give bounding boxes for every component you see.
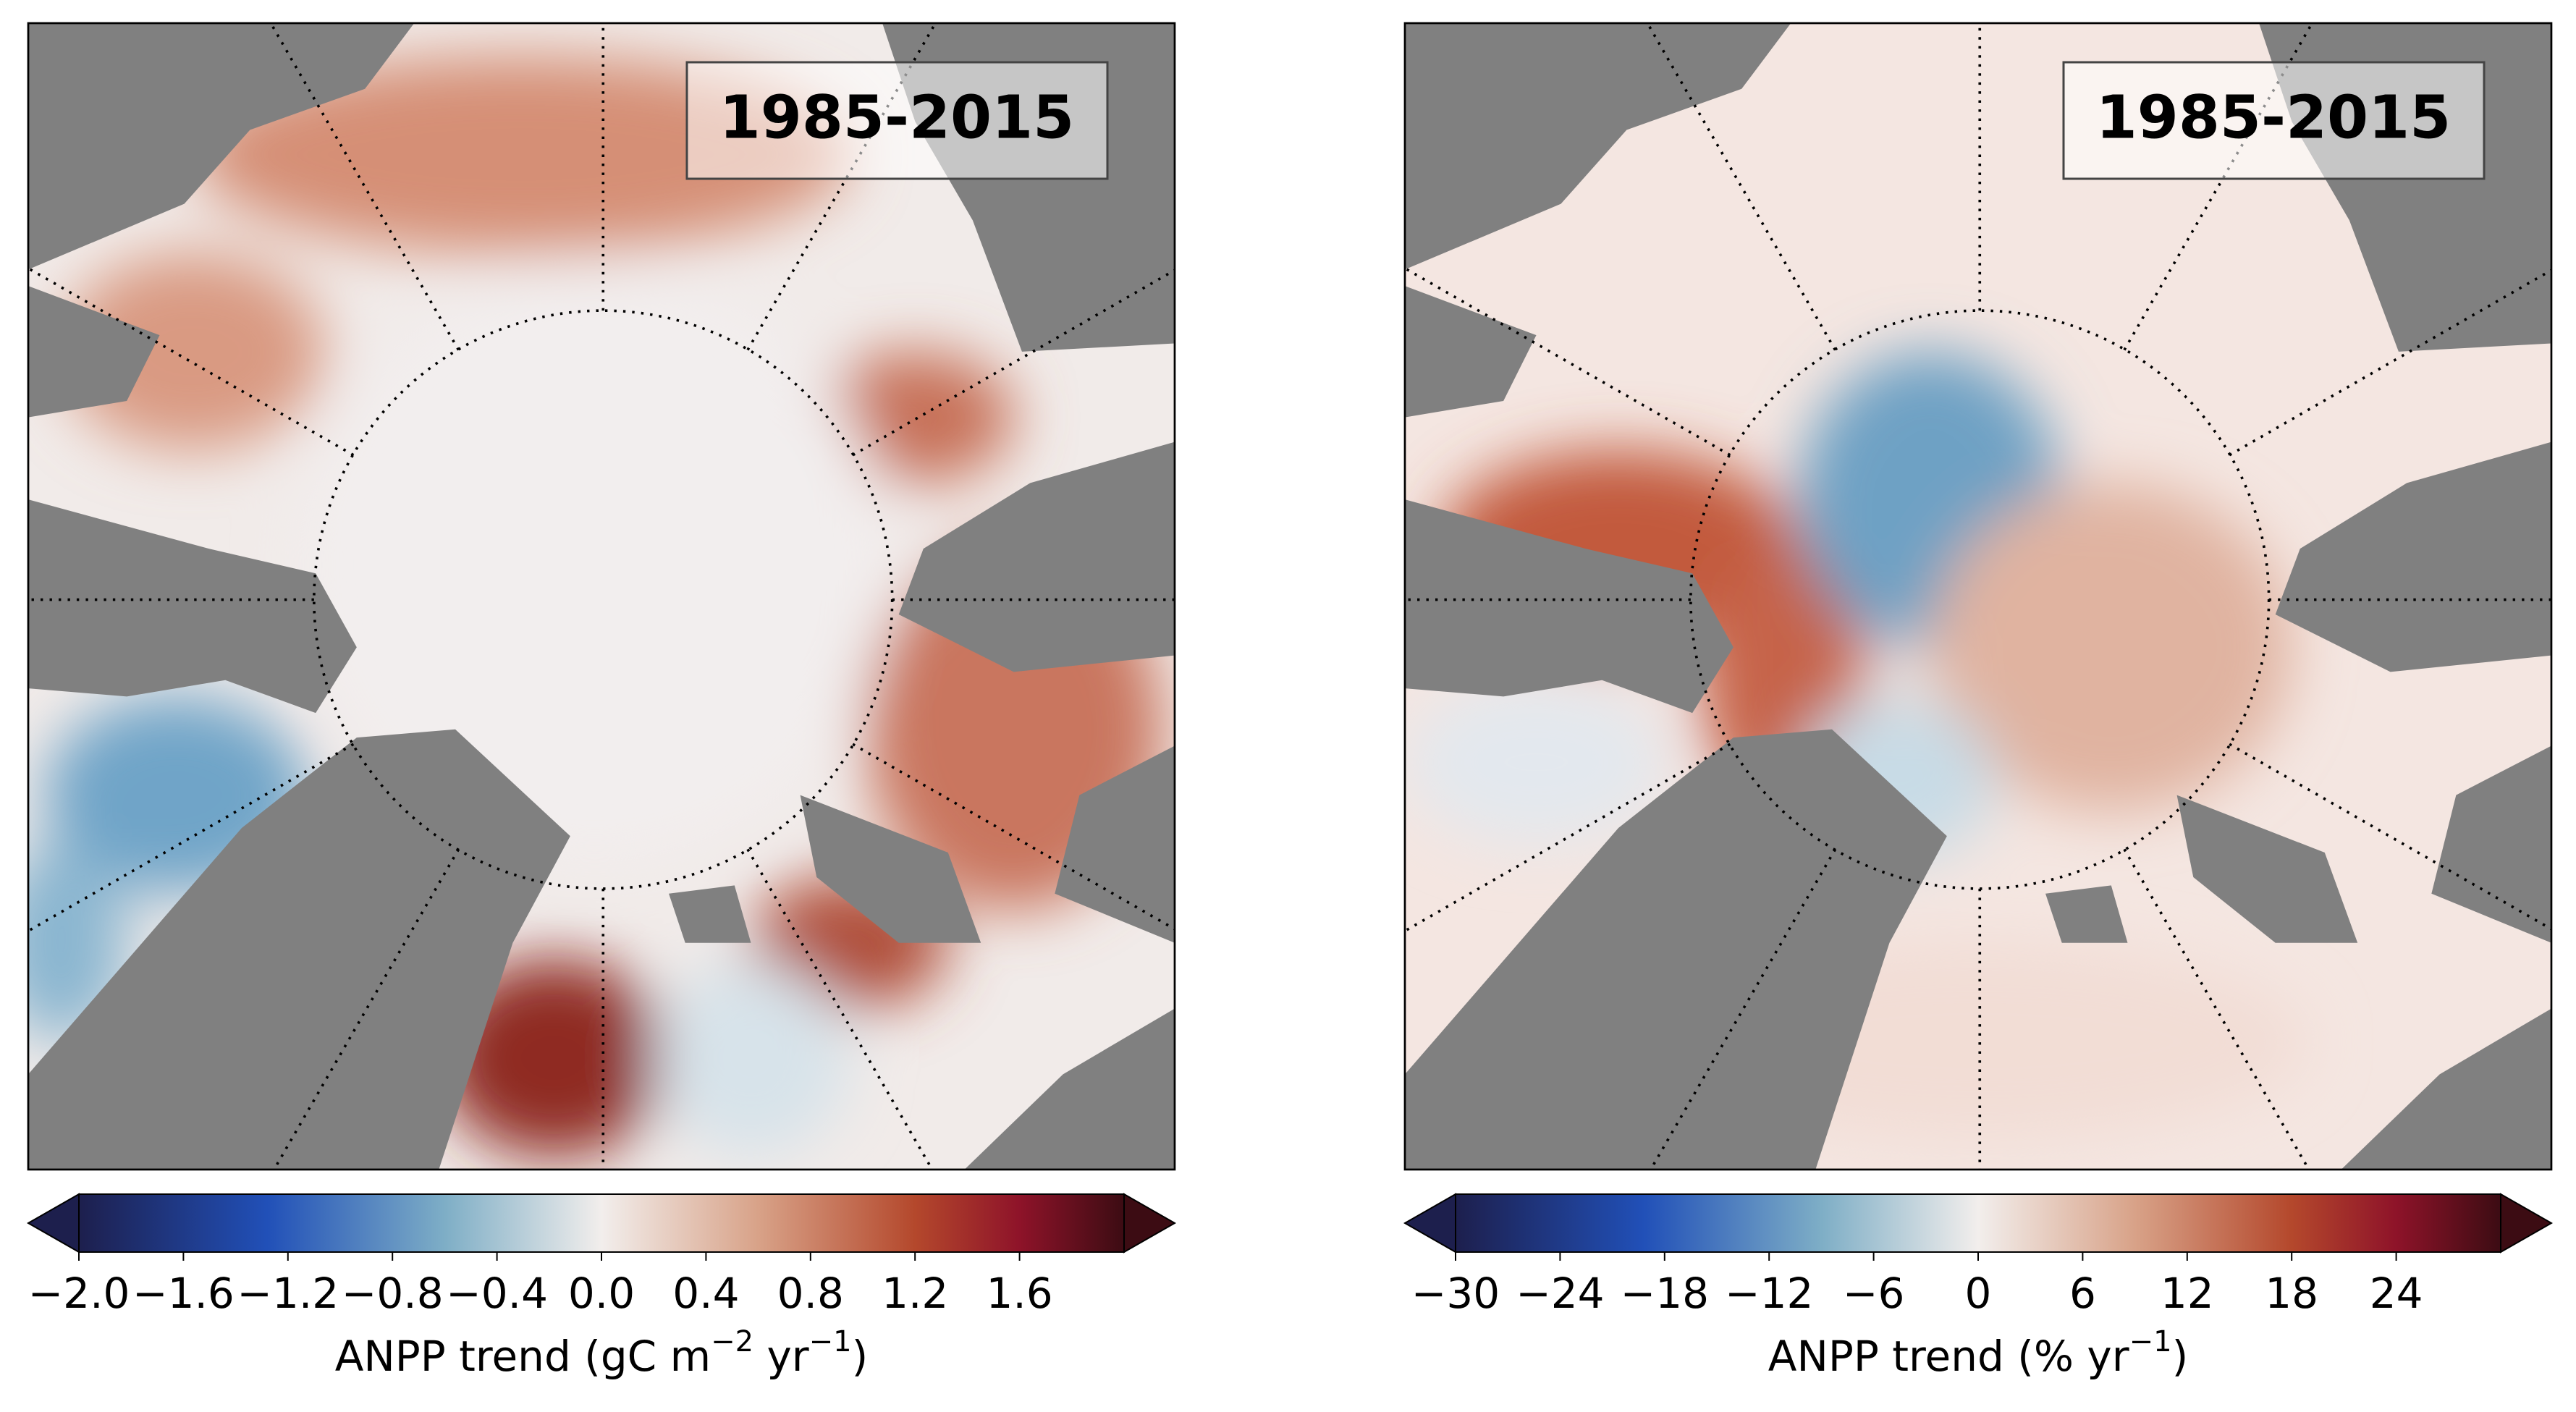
colorbar-tick-label: −24 (1516, 1269, 1604, 1318)
colorbar-tick-label: −2.0 (28, 1269, 130, 1318)
colorbar-label: ANPP trend (gC m−2 yr−1) (335, 1325, 869, 1381)
map-right (1403, 22, 2553, 1171)
panel-title: 1985-2015 (719, 83, 1074, 152)
colorbar-tick-label: 0.8 (777, 1269, 844, 1318)
colorbar-extend-max (2500, 1193, 2554, 1254)
panel-title: 1985-2015 (2096, 83, 2451, 152)
label-text: ) (852, 1332, 869, 1381)
label-superscript: −1 (2129, 1325, 2172, 1358)
label-superscript: −1 (809, 1325, 852, 1358)
label-text: ANPP trend (% yr (1768, 1332, 2129, 1381)
colorbar-tick-label: −1.2 (237, 1269, 339, 1318)
colorbar-tick-label: −6 (1843, 1269, 1905, 1318)
colorbar-tick-label: 1.2 (882, 1269, 948, 1318)
colorbar-tick-label: −0.8 (342, 1269, 444, 1318)
colorbar-extend-min (1403, 1193, 1456, 1254)
colorbar-extend-max (1123, 1193, 1177, 1254)
colorbar-tick-label: 0.0 (568, 1269, 635, 1318)
colorbar-tick-label: −18 (1621, 1269, 1709, 1318)
colorbar-label: ANPP trend (% yr−1) (1768, 1325, 2188, 1381)
title-box (2062, 61, 2486, 180)
colorbar-tick-label: 12 (2161, 1269, 2214, 1318)
colorbar-tick-label: 1.6 (986, 1269, 1052, 1318)
colorbar-tick-label: −12 (1725, 1269, 1813, 1318)
colorbar (1455, 1193, 2501, 1253)
colorbar-tick-label: 0.4 (672, 1269, 739, 1318)
colorbar-tick-label: −30 (1411, 1269, 1500, 1318)
colorbar-extend-min (26, 1193, 80, 1254)
label-superscript: −2 (711, 1325, 753, 1358)
title-box (685, 61, 1109, 180)
label-text: ) (2172, 1332, 2189, 1381)
colorbar-tick-label: 18 (2265, 1269, 2318, 1318)
label-text: yr (753, 1332, 809, 1381)
colorbar-tick-label: 0 (1965, 1269, 1992, 1318)
colorbar-tick-label: 24 (2370, 1269, 2423, 1318)
map-left (27, 22, 1176, 1171)
colorbar-tick-label: −0.4 (446, 1269, 548, 1318)
colorbar (78, 1193, 1125, 1253)
colorbar-tick-label: −1.6 (132, 1269, 235, 1318)
colorbar-tick-label: 6 (2069, 1269, 2096, 1318)
label-text: ANPP trend (gC m (335, 1332, 711, 1381)
